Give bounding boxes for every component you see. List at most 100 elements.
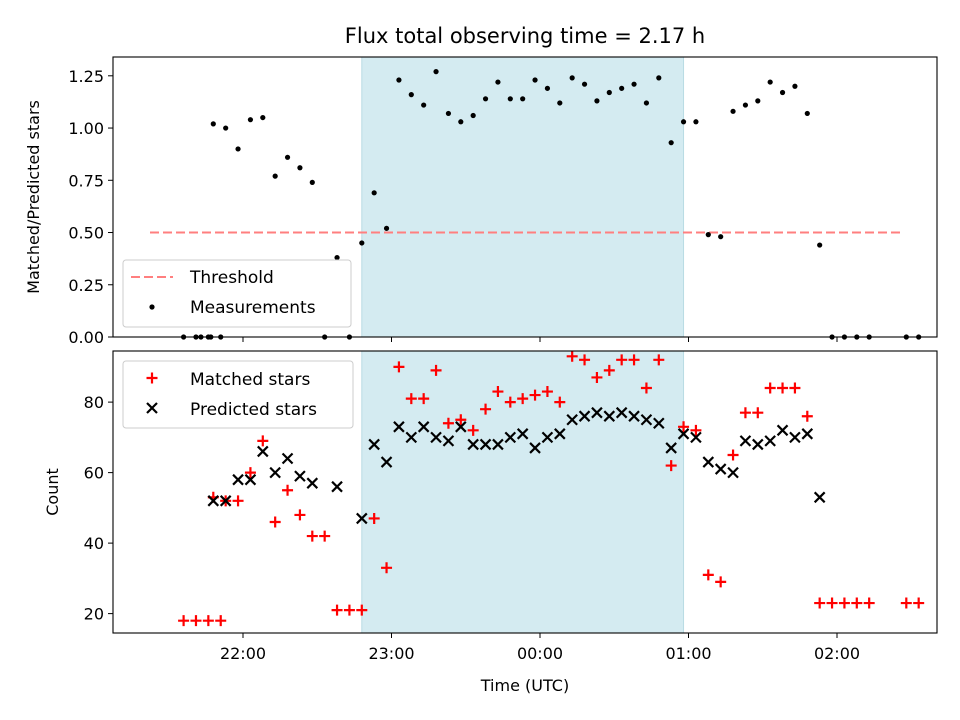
measurement-point (742, 102, 749, 108)
measurement-point (792, 83, 798, 89)
predicted-star-point (516, 428, 529, 440)
measurement-point (594, 98, 600, 104)
matched-star-point (653, 354, 665, 366)
measurement-point (408, 92, 414, 98)
measurement-point (606, 89, 612, 96)
predicted-star-point (244, 473, 257, 486)
measurement-point (297, 165, 303, 171)
matched-star-point (851, 597, 863, 609)
measurement-point (359, 240, 365, 246)
predicted-star-point (257, 445, 269, 458)
plot-frame (112, 56, 938, 338)
y-tick-label: 0.25 (68, 276, 104, 295)
measurement-point (705, 232, 711, 238)
matched-star-point (257, 435, 269, 447)
measurement-point (619, 85, 625, 91)
y-tick-label: 20 (84, 605, 104, 624)
matched-star-point (504, 396, 516, 408)
legend-threshold-label: Threshold (189, 268, 274, 288)
measurement-point (272, 173, 278, 179)
matched-star-point (801, 410, 813, 422)
measurement-point (544, 85, 551, 91)
matched-star-point (306, 530, 318, 542)
x-tick-label: 23:00 (368, 644, 414, 663)
bottom-legend: Matched stars Predicted stars (122, 360, 354, 429)
predicted-star-point (813, 491, 826, 504)
predicted-star-point (578, 410, 591, 422)
predicted-star-point (764, 435, 776, 447)
predicted-star-point (702, 456, 715, 468)
predicted-star-point (554, 428, 566, 440)
measurement-point (470, 112, 476, 119)
predicted-star-point (294, 470, 306, 482)
top-legend: Threshold Measurements (122, 259, 352, 328)
matched-star-point (579, 354, 591, 366)
matched-star-point (393, 361, 405, 373)
matched-star-point (215, 615, 227, 627)
predicted-star-point (207, 495, 220, 507)
measurement-point (210, 121, 216, 127)
matched-star-point (405, 393, 417, 405)
matched-star-point (492, 386, 504, 398)
measurement-point (247, 117, 254, 123)
legend-predicted-swatch (146, 402, 158, 414)
matched-star-point (591, 371, 603, 383)
matched-star-point (826, 597, 838, 609)
predicted-star-point (492, 438, 504, 451)
x-tick-label: 00:00 (517, 644, 563, 663)
matched-star-point (529, 389, 541, 401)
measurement-point (371, 190, 377, 196)
predicted-star-point (232, 473, 244, 486)
matched-star-point (727, 449, 739, 461)
measurement-point (445, 110, 452, 117)
matched-star-point (628, 354, 640, 366)
predicted-star-point (739, 435, 752, 447)
matched-star-point (368, 512, 380, 524)
observing-interval-band (361, 56, 685, 338)
y-tick-label: 0.00 (68, 328, 104, 347)
matched-star-point (715, 576, 727, 588)
matched-star-point (616, 354, 628, 366)
x-axis-label: Time (UTC) (480, 676, 569, 695)
matched-star-point (190, 615, 202, 627)
matched-star-point (777, 382, 789, 394)
matched-star-point (678, 421, 690, 433)
matched-star-point (331, 604, 343, 616)
bottom-panel: 20 40 60 80 22:00 23:00 00:00 01:00 02:00 Matched… (84, 350, 938, 663)
matched-star-point (343, 604, 355, 616)
matched-star-point (566, 350, 578, 362)
measurement-point (433, 69, 439, 75)
predicted-star-point (405, 431, 418, 444)
predicted-star-point (442, 435, 455, 447)
top-panel: 0.00 0.25 0.50 0.75 1.00 1.25 Threshold Measure… (68, 56, 938, 347)
matched-star-point (517, 393, 529, 405)
matched-star-point (202, 615, 214, 627)
predicted-star-point (467, 438, 479, 451)
y-tick-label: 60 (84, 464, 104, 483)
predicted-star-point (529, 442, 541, 454)
plot-frame (112, 350, 938, 634)
matched-star-point (232, 495, 244, 507)
legend-predicted-label: Predicted stars (190, 400, 317, 420)
measurement-point (383, 225, 390, 231)
predicted-star-point (269, 466, 281, 479)
matched-star-point (838, 597, 850, 609)
matched-star-point (690, 424, 702, 436)
top-y-axis-label: Matched/Predicted stars (24, 100, 43, 294)
predicted-star-point (653, 417, 665, 430)
legend-box (122, 259, 352, 328)
predicted-star-point (417, 421, 430, 433)
measurement-point (668, 140, 674, 146)
x-tick-label: 22:00 (220, 644, 266, 663)
matched-star-point (269, 516, 281, 528)
matched-star-point (294, 509, 306, 521)
measurement-point (421, 102, 427, 108)
matched-star-point (178, 615, 190, 627)
legend-matched-swatch (146, 372, 158, 384)
matched-star-point (554, 396, 566, 408)
measurement-point (284, 154, 291, 160)
measurement-point (693, 119, 699, 125)
legend-matched-label: Matched stars (190, 370, 310, 390)
measurement-point (767, 79, 773, 85)
predicted-star-point (368, 438, 380, 451)
